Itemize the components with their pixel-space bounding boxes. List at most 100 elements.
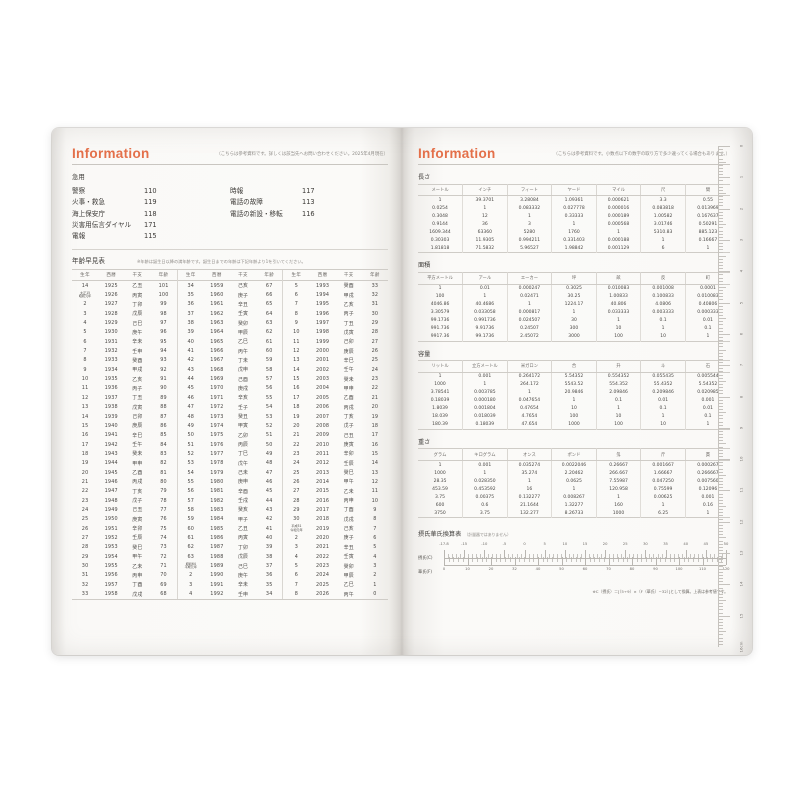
age-cell: 2022 — [315, 553, 330, 560]
scale-minor-tick — [462, 557, 464, 562]
age-cell: 30 — [81, 563, 89, 569]
ruler-major-tick — [719, 584, 730, 586]
scale-minor-tick — [613, 557, 615, 562]
table-row: 41 1966 丙午 60 — [178, 346, 283, 355]
emergency-number: 118 — [144, 209, 157, 218]
scale-minor-tick — [576, 553, 578, 559]
age-cell: 癸未 — [343, 376, 354, 383]
ruler-minor-tick — [719, 578, 723, 580]
scale-minor-tick — [556, 553, 558, 559]
scale-tick — [585, 550, 586, 559]
table-row: 53 1978 戊午 48 — [178, 459, 283, 468]
age-cell: 83 — [160, 450, 167, 457]
age-cell: 4 — [294, 553, 299, 560]
ruler-minor-tick — [719, 205, 723, 207]
age-cell: 己亥 — [343, 526, 354, 533]
age-cell: 78 — [160, 497, 167, 504]
unit-cell: 5543.52 — [551, 380, 597, 389]
table-row: 35 1960 庚子 66 — [178, 290, 283, 299]
unit-cell: 63360 — [462, 228, 508, 237]
age-cell: 癸酉 — [132, 357, 143, 364]
age-cell: 1955 — [104, 563, 118, 569]
unit-table-label: 容量 — [418, 350, 431, 358]
age-cell: 己卯 — [343, 339, 354, 346]
scale-tick-label: 40 — [683, 542, 689, 547]
scale-minor-tick — [481, 557, 483, 562]
unit-cell: 0.0022046 — [551, 460, 597, 470]
unit-column-header: マイル — [596, 184, 642, 197]
unit-cell: 0.1 — [640, 404, 686, 413]
unit-cell: 11.9305 — [462, 236, 508, 245]
age-cell: 辛卯 — [343, 451, 354, 458]
age-cell: 1947 — [104, 488, 118, 495]
unit-column-header: エーカー — [507, 272, 553, 285]
age-cell: 74 — [160, 534, 167, 541]
table-row: 4 1992 壬申 34 — [178, 589, 283, 598]
age-column-header: 年齢 — [361, 269, 389, 282]
unit-column-header: リットル — [418, 360, 464, 373]
ruler-minor-tick — [719, 625, 723, 627]
age-cell: 丙戌 — [343, 404, 354, 411]
unit-column-header: 畝 — [596, 272, 642, 285]
age-cell: 19 — [81, 460, 89, 467]
age-cell: 辛巳 — [343, 357, 354, 364]
age-cell: 1982 — [210, 497, 224, 504]
scale-minor-tick — [575, 557, 577, 562]
ruler-minor-tick — [719, 574, 723, 576]
scale-tick — [655, 557, 657, 566]
ruler-minor-tick — [719, 609, 723, 611]
age-cell: 1996 — [315, 310, 330, 317]
unit-cell: 0.001 — [701, 398, 715, 404]
table-row: 180.39 0.18039 47.654 1000 100 10 1 — [418, 420, 730, 430]
scale-minor-tick — [693, 553, 695, 559]
age-cell: 5 — [294, 282, 299, 289]
unit-cell: 10 — [551, 404, 597, 413]
unit-cell: 0.1 — [704, 326, 712, 332]
unit-cell: 1 — [596, 493, 642, 502]
age-cell: 1979 — [210, 469, 224, 476]
table-row: 27 2015 乙未 11 — [283, 487, 388, 496]
age-cell: 58 — [265, 366, 273, 373]
unit-cell: 1 — [551, 220, 597, 229]
ruler-minor-tick — [719, 603, 723, 605]
ruler-major-tick — [719, 553, 730, 555]
age-cell: 55 — [187, 478, 195, 485]
unit-cell: 600 — [418, 501, 464, 510]
age-cell: 戊辰 — [237, 554, 249, 561]
table-row: 26 2014 甲午 12 — [283, 477, 388, 486]
unit-cell: 8.26733 — [551, 509, 597, 518]
age-table-note: ※年齢は誕生日以降の満年齢です。誕生日までの年齢は下記年齢より1を引いてください… — [136, 258, 306, 264]
ruler-minor-tick — [719, 443, 726, 445]
unit-column-header: 平方メートル — [418, 272, 464, 285]
age-cell: 戊子 — [132, 498, 143, 505]
table-row: 24 1949 己丑 77 — [72, 505, 177, 514]
unit-cell: 1 — [462, 292, 508, 301]
age-cell: 庚寅 — [343, 442, 354, 449]
ruler-minor-tick — [719, 618, 723, 620]
scale-minor-tick — [452, 553, 454, 559]
ruler-minor-tick — [719, 399, 723, 401]
table-row: 58 1983 癸亥 43 — [178, 505, 283, 514]
table-row: 1 0.01 0.000247 0.3025 0.010083 0.001008 0.000… — [418, 284, 730, 293]
age-table-title: 年齢早見表 — [72, 256, 105, 265]
age-cell: 35 — [265, 581, 273, 588]
unit-cell: 0.001008 — [640, 284, 686, 293]
age-cell: 28 — [81, 544, 89, 551]
table-row: 25 2013 癸巳 13 — [283, 468, 388, 477]
table-row: 51 1976 丙辰 50 — [178, 440, 283, 449]
age-cell: 64 — [265, 310, 273, 317]
table-row: 15 2003 癸未 23 — [283, 374, 388, 383]
age-cell: 8 — [294, 310, 299, 317]
scale-minor-tick — [589, 557, 591, 562]
age-cell: 1985 — [210, 525, 224, 532]
ruler-major-tick — [719, 459, 730, 461]
table-row: 20 1945 乙酉 81 — [72, 468, 177, 477]
unit-cell: 71.5832 — [462, 244, 508, 253]
ruler-label: 9 — [738, 426, 744, 430]
age-cell: 54 — [187, 469, 195, 476]
unit-cell: 0.991736 — [462, 316, 508, 325]
unit-table-label: 長さ — [418, 174, 431, 181]
scale-tick — [544, 550, 546, 559]
age-cell: 乙卯 — [237, 432, 249, 439]
age-cell: 壬寅 — [237, 311, 249, 318]
